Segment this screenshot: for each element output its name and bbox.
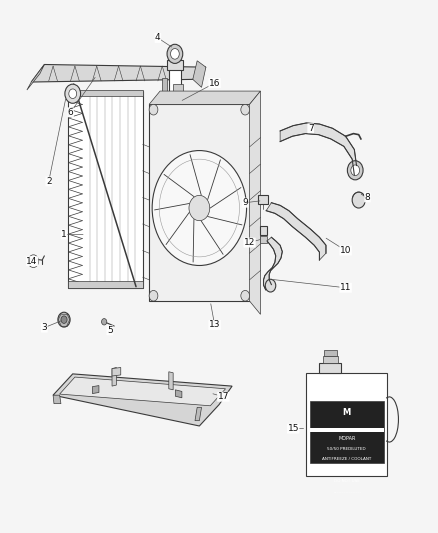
Circle shape [102, 319, 107, 325]
Circle shape [149, 104, 158, 115]
Circle shape [152, 150, 247, 265]
Bar [68, 91, 143, 288]
Circle shape [347, 161, 363, 180]
Polygon shape [112, 368, 121, 376]
Bar [173, 106, 183, 115]
Text: 1: 1 [61, 230, 67, 239]
Text: 8: 8 [364, 193, 370, 202]
Polygon shape [31, 64, 206, 82]
Bar [323, 356, 338, 364]
Circle shape [241, 104, 250, 115]
Circle shape [167, 44, 183, 63]
Bar [169, 67, 181, 136]
Circle shape [170, 49, 179, 59]
Polygon shape [195, 407, 201, 421]
Circle shape [189, 196, 210, 221]
Bar [310, 401, 384, 463]
Text: 50/50 PREDILUTED: 50/50 PREDILUTED [327, 447, 366, 451]
Bar [258, 195, 268, 204]
Polygon shape [92, 385, 99, 393]
Circle shape [58, 312, 70, 327]
Text: 5 YEAR / 150,000 MILE: 5 YEAR / 150,000 MILE [324, 468, 370, 472]
Text: M: M [343, 408, 351, 417]
Bar [162, 78, 166, 104]
Polygon shape [280, 123, 357, 175]
Text: 5: 5 [107, 326, 113, 335]
Text: 16: 16 [209, 78, 220, 87]
Circle shape [352, 192, 365, 208]
Text: MOPAR: MOPAR [338, 435, 355, 441]
Text: 6: 6 [68, 108, 74, 117]
Text: 7: 7 [308, 124, 314, 133]
Text: 15: 15 [287, 424, 299, 433]
Polygon shape [149, 104, 250, 301]
Polygon shape [175, 390, 182, 398]
Bar [324, 351, 337, 356]
Text: DO NOT USE: DO NOT USE [334, 479, 360, 483]
Text: ANTIFREEZE / COOLANT: ANTIFREEZE / COOLANT [322, 457, 371, 462]
Bar [306, 373, 387, 477]
Bar [166, 60, 183, 70]
Polygon shape [53, 374, 232, 426]
Bar [68, 281, 143, 288]
Text: 9: 9 [242, 198, 248, 207]
Circle shape [149, 290, 158, 301]
Circle shape [69, 89, 77, 99]
Text: 14: 14 [26, 257, 38, 265]
Bar [260, 226, 268, 235]
Circle shape [265, 279, 276, 292]
Polygon shape [149, 91, 261, 104]
Text: 3: 3 [42, 323, 47, 332]
Polygon shape [264, 237, 283, 290]
Text: 11: 11 [340, 283, 351, 292]
Text: 10: 10 [340, 246, 351, 255]
Polygon shape [169, 372, 173, 390]
Polygon shape [193, 61, 206, 87]
Text: 4: 4 [155, 34, 161, 43]
Text: 12: 12 [244, 238, 255, 247]
Bar [260, 236, 268, 243]
Text: ________________: ________________ [333, 489, 361, 494]
Polygon shape [266, 203, 326, 260]
Circle shape [351, 165, 360, 175]
Polygon shape [250, 91, 261, 314]
Text: 13: 13 [209, 320, 220, 329]
Bar [181, 94, 186, 115]
Bar [68, 90, 143, 96]
Bar [319, 364, 341, 373]
Polygon shape [112, 368, 117, 386]
Polygon shape [27, 64, 44, 90]
Text: 2: 2 [46, 177, 52, 186]
Circle shape [61, 316, 67, 324]
Bar [310, 427, 384, 432]
Circle shape [65, 84, 81, 103]
Text: 17: 17 [218, 392, 229, 401]
Bar [173, 84, 183, 94]
Polygon shape [60, 377, 226, 406]
Circle shape [241, 290, 250, 301]
Polygon shape [53, 395, 61, 403]
